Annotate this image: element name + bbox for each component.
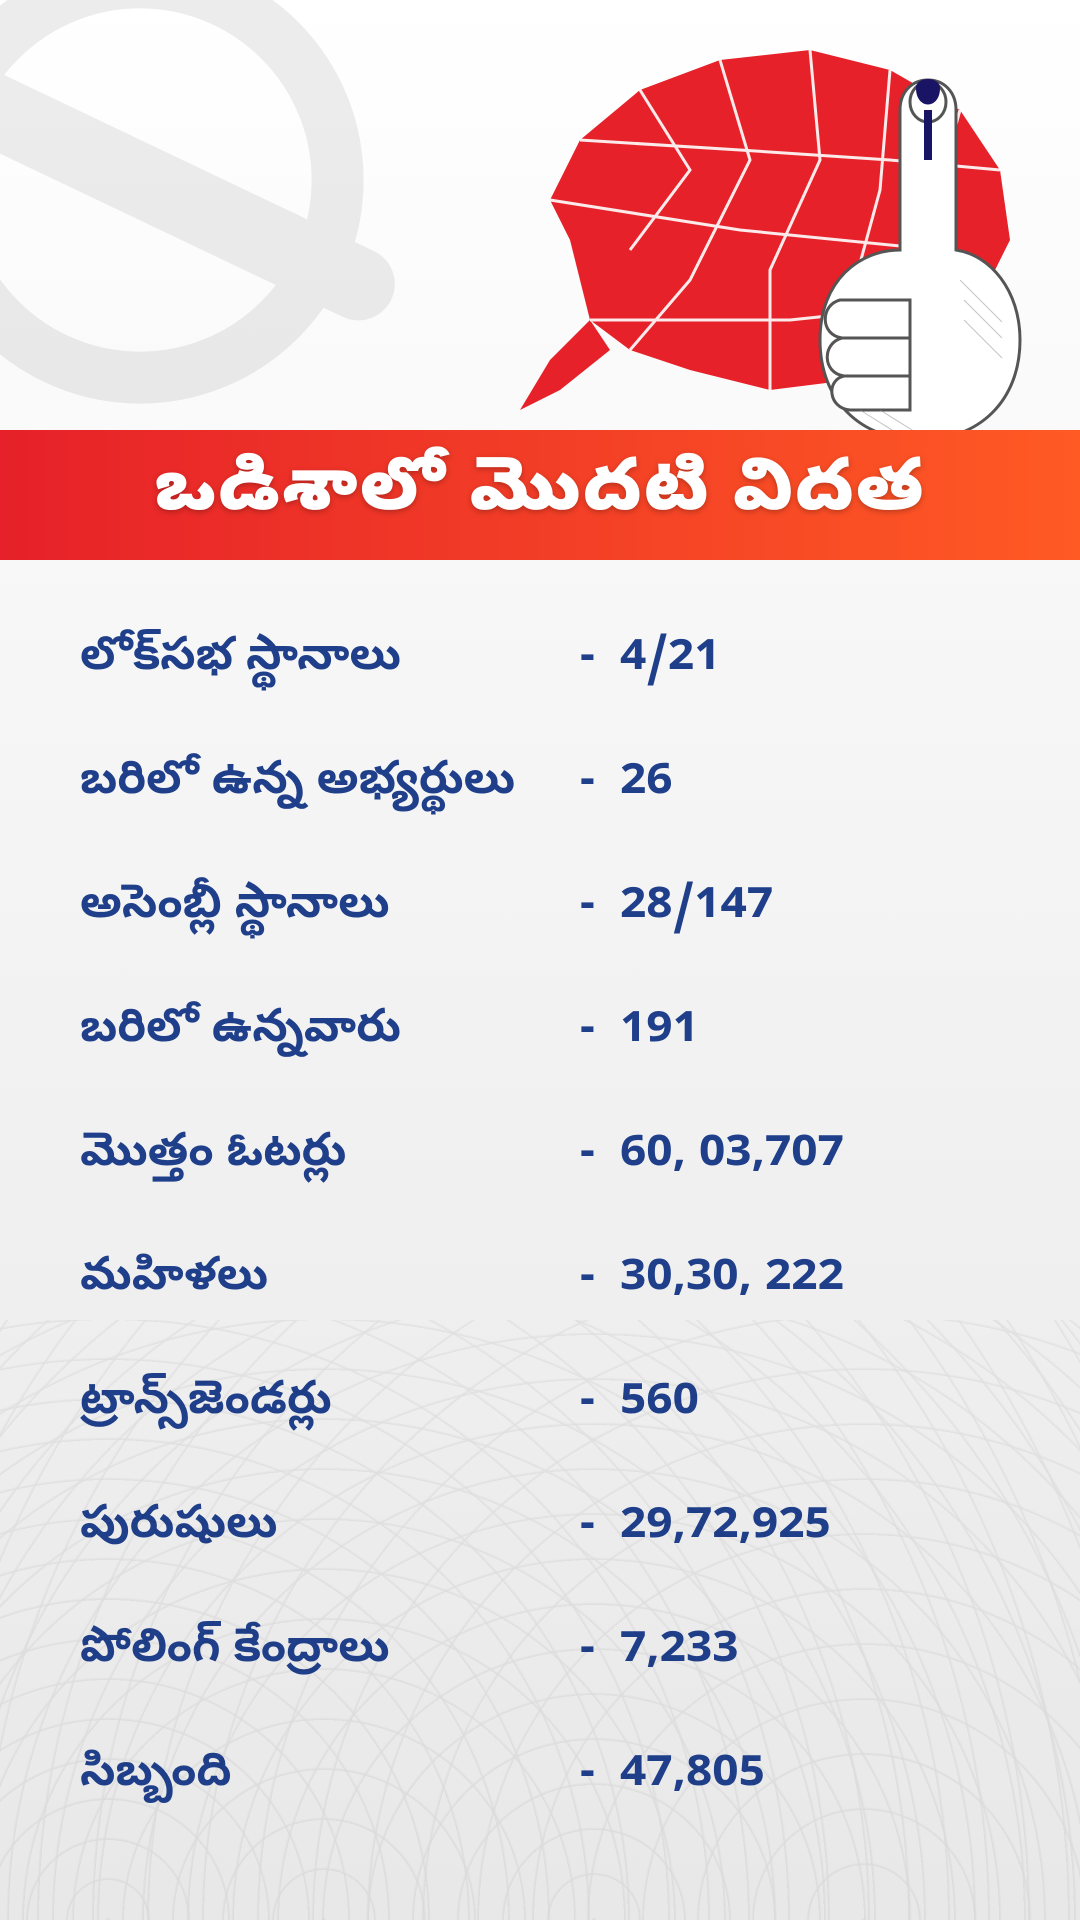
row-value: 60, 03,707 <box>620 1126 844 1188</box>
row-label: బరిలో ఉన్నవారు <box>80 1002 580 1064</box>
row-value: 30,30, 222 <box>620 1250 844 1312</box>
data-row: ట్రాన్స్​జెండర్లు - 560 <box>80 1374 1000 1436</box>
row-label: లోక్​సభ స్థానాలు <box>80 630 580 692</box>
row-value: 7,233 <box>620 1622 739 1684</box>
data-row: పురుషులు - 29,72,925 <box>80 1498 1000 1560</box>
header-illustration <box>0 0 1080 430</box>
row-separator: - <box>580 1622 620 1684</box>
row-separator: - <box>580 1374 620 1436</box>
data-row: బరిలో ఉన్న అభ్యర్థులు - 26 <box>80 754 1000 816</box>
row-label: మొత్తం ఓటర్లు <box>80 1126 580 1188</box>
row-separator: - <box>580 878 620 940</box>
data-row: మహిళలు - 30,30, 222 <box>80 1250 1000 1312</box>
infographic-title: ఒడిశాలో మొదటి విదత <box>154 446 925 544</box>
row-label: మహిళలు <box>80 1250 580 1312</box>
row-value: 4/21 <box>620 630 721 692</box>
row-label: పురుషులు <box>80 1498 580 1560</box>
row-separator: - <box>580 1002 620 1064</box>
data-row: సిబ్బంది - 47,805 <box>80 1746 1000 1808</box>
data-row: అసెంబ్లీ స్థానాలు - 28/147 <box>80 878 1000 940</box>
row-separator: - <box>580 1746 620 1808</box>
row-label: ట్రాన్స్​జెండర్లు <box>80 1374 580 1436</box>
row-separator: - <box>580 1126 620 1188</box>
row-value: 560 <box>620 1374 699 1436</box>
data-row: లోక్​సభ స్థానాలు - 4/21 <box>80 630 1000 692</box>
row-separator: - <box>580 1498 620 1560</box>
row-label: పోలింగ్ కేంద్రాలు <box>80 1622 580 1684</box>
title-bar: ఒడిశాలో మొదటి విదత <box>0 430 1080 560</box>
row-value: 29,72,925 <box>620 1498 831 1560</box>
row-value: 28/147 <box>620 878 773 940</box>
row-label: అసెంబ్లీ స్థానాలు <box>80 878 580 940</box>
row-value: 191 <box>620 1002 699 1064</box>
row-value: 26 <box>620 754 673 816</box>
row-label: సిబ్బంది <box>80 1746 580 1808</box>
row-label: బరిలో ఉన్న అభ్యర్థులు <box>80 754 580 816</box>
data-row: బరిలో ఉన్నవారు - 191 <box>80 1002 1000 1064</box>
row-value: 47,805 <box>620 1746 765 1808</box>
data-row: మొత్తం ఓటర్లు - 60, 03,707 <box>80 1126 1000 1188</box>
data-row: పోలింగ్ కేంద్రాలు - 7,233 <box>80 1622 1000 1684</box>
row-separator: - <box>580 1250 620 1312</box>
data-list: లోక్​సభ స్థానాలు - 4/21 బరిలో ఉన్న అభ్యర… <box>0 560 1080 1808</box>
row-separator: - <box>580 754 620 816</box>
row-separator: - <box>580 630 620 692</box>
